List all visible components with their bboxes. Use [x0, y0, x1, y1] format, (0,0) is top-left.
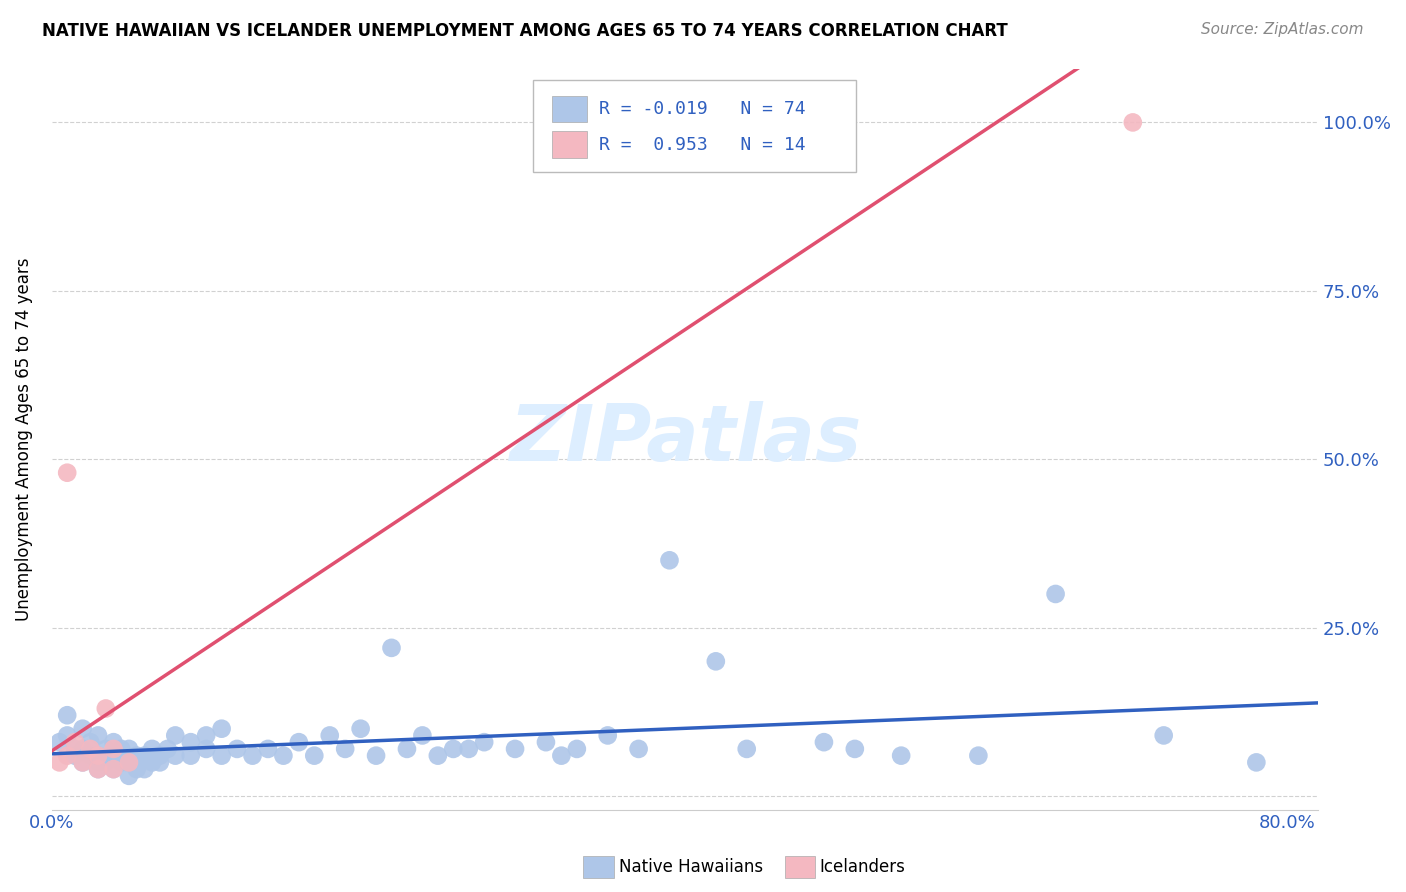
- Point: [110, 742, 132, 756]
- Point: [87, 762, 110, 776]
- Point: [87, 748, 110, 763]
- Point: [118, 742, 141, 756]
- FancyBboxPatch shape: [533, 79, 856, 172]
- Point: [503, 742, 526, 756]
- Point: [72, 742, 94, 756]
- Point: [411, 728, 433, 742]
- Point: [472, 735, 495, 749]
- Text: R =  0.953   N = 14: R = 0.953 N = 14: [599, 136, 806, 153]
- Point: [63, 742, 86, 756]
- Point: [72, 722, 94, 736]
- Point: [1045, 587, 1067, 601]
- Point: [87, 748, 110, 763]
- Point: [103, 762, 125, 776]
- Point: [141, 742, 163, 756]
- Point: [56, 466, 79, 480]
- Point: [380, 640, 402, 655]
- Point: [195, 728, 218, 742]
- Point: [288, 735, 311, 749]
- Point: [1246, 756, 1268, 770]
- Y-axis label: Unemployment Among Ages 65 to 74 years: Unemployment Among Ages 65 to 74 years: [15, 257, 32, 621]
- Point: [56, 748, 79, 763]
- Point: [426, 748, 449, 763]
- Point: [304, 748, 326, 763]
- Point: [79, 748, 101, 763]
- Point: [118, 756, 141, 770]
- Point: [211, 748, 233, 763]
- Point: [457, 742, 479, 756]
- Point: [63, 735, 86, 749]
- Point: [134, 748, 156, 763]
- Point: [141, 756, 163, 770]
- Text: Native Hawaiians: Native Hawaiians: [619, 858, 763, 876]
- Point: [94, 701, 117, 715]
- Point: [79, 735, 101, 749]
- Point: [48, 735, 70, 749]
- Point: [48, 756, 70, 770]
- Point: [242, 748, 264, 763]
- Point: [627, 742, 650, 756]
- Point: [118, 769, 141, 783]
- Point: [118, 756, 141, 770]
- Point: [134, 762, 156, 776]
- Point: [72, 756, 94, 770]
- Point: [890, 748, 912, 763]
- Point: [844, 742, 866, 756]
- Point: [180, 748, 202, 763]
- Point: [103, 748, 125, 763]
- Point: [395, 742, 418, 756]
- Point: [364, 748, 387, 763]
- Point: [441, 742, 464, 756]
- Point: [103, 742, 125, 756]
- Point: [149, 748, 172, 763]
- Point: [273, 748, 295, 763]
- Point: [1153, 728, 1175, 742]
- Point: [658, 553, 681, 567]
- Text: ZIPatlas: ZIPatlas: [509, 401, 860, 477]
- Point: [125, 748, 148, 763]
- Point: [180, 735, 202, 749]
- Point: [87, 728, 110, 742]
- Point: [110, 756, 132, 770]
- Text: NATIVE HAWAIIAN VS ICELANDER UNEMPLOYMENT AMONG AGES 65 TO 74 YEARS CORRELATION : NATIVE HAWAIIAN VS ICELANDER UNEMPLOYMEN…: [42, 22, 1008, 40]
- Point: [550, 748, 572, 763]
- Bar: [553, 131, 588, 158]
- Bar: [553, 95, 588, 122]
- Point: [211, 722, 233, 736]
- Text: Source: ZipAtlas.com: Source: ZipAtlas.com: [1201, 22, 1364, 37]
- Point: [751, 115, 773, 129]
- Point: [94, 742, 117, 756]
- Point: [349, 722, 371, 736]
- Text: Icelanders: Icelanders: [820, 858, 905, 876]
- Point: [87, 762, 110, 776]
- Point: [967, 748, 990, 763]
- Point: [103, 735, 125, 749]
- Point: [704, 654, 727, 668]
- Point: [63, 748, 86, 763]
- Point: [149, 756, 172, 770]
- Point: [94, 756, 117, 770]
- Point: [56, 708, 79, 723]
- Point: [195, 742, 218, 756]
- Point: [125, 762, 148, 776]
- Point: [72, 756, 94, 770]
- Point: [56, 728, 79, 742]
- Point: [596, 728, 619, 742]
- Point: [813, 735, 835, 749]
- Point: [103, 762, 125, 776]
- Point: [165, 728, 187, 742]
- Point: [226, 742, 249, 756]
- Point: [1122, 115, 1144, 129]
- Point: [156, 742, 179, 756]
- Point: [87, 756, 110, 770]
- Point: [319, 728, 342, 742]
- Point: [534, 735, 557, 749]
- Point: [335, 742, 357, 756]
- Point: [165, 748, 187, 763]
- Point: [565, 742, 588, 756]
- Point: [257, 742, 280, 756]
- Text: R = -0.019   N = 74: R = -0.019 N = 74: [599, 100, 806, 118]
- Point: [79, 742, 101, 756]
- Point: [735, 742, 758, 756]
